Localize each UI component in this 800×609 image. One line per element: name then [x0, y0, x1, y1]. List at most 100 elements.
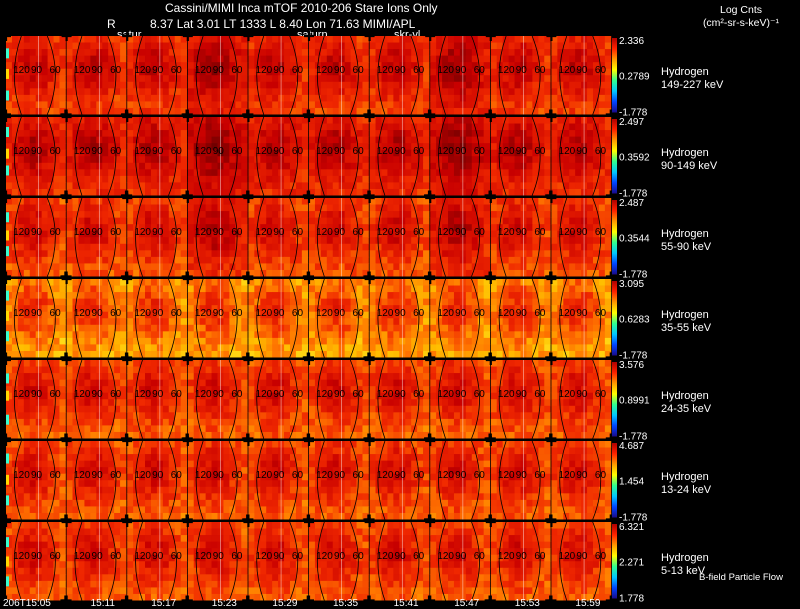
heatmap-cell — [108, 279, 115, 286]
heatmap-cell — [41, 36, 48, 43]
heatmap-cell — [309, 305, 316, 313]
heatmap-cell — [53, 55, 60, 63]
heatmap-cell — [23, 217, 31, 225]
heatmap-cell — [532, 211, 539, 219]
heatmap-cell — [168, 143, 176, 151]
heatmap-cell — [405, 81, 412, 89]
heatmap-cell — [417, 224, 424, 232]
angle-label: 60 — [595, 65, 607, 76]
heatmap-cell — [496, 123, 504, 131]
heatmap-cell — [448, 256, 455, 264]
heatmap-cell — [411, 143, 418, 151]
heatmap-cell — [544, 198, 551, 205]
heatmap-cell — [483, 298, 490, 306]
heatmap-cell — [199, 350, 207, 358]
heatmap-cell — [108, 94, 115, 102]
heatmap-cell — [477, 182, 485, 190]
heatmap-cell — [41, 224, 48, 232]
heatmap-cell — [423, 107, 430, 115]
heatmap-cell — [84, 49, 91, 57]
heatmap-cell — [295, 243, 303, 251]
heatmap-cell — [448, 337, 455, 345]
heatmap-cell — [544, 169, 551, 177]
heatmap-cell — [538, 182, 545, 190]
heatmap-cell — [375, 318, 382, 326]
heatmap-cell — [436, 337, 443, 345]
heatmap-cell — [78, 198, 85, 205]
heatmap-cell — [23, 49, 31, 57]
heatmap-panel: 120 90 60 — [122, 193, 192, 282]
heatmap-cell — [84, 36, 91, 43]
heatmap-cell — [72, 269, 79, 277]
heatmap-cell — [211, 298, 218, 306]
heatmap-cell — [356, 36, 363, 43]
heatmap-cell — [41, 149, 48, 157]
heatmap-cell — [102, 169, 109, 177]
heatmap-cell — [199, 211, 207, 219]
heatmap-cell — [139, 36, 146, 43]
heatmap-cell — [508, 279, 515, 286]
heatmap-cell — [332, 243, 340, 251]
heatmap-cell — [162, 136, 170, 144]
heatmap-cell — [59, 62, 66, 70]
heatmap-cell — [381, 324, 388, 332]
heatmap-cell — [526, 143, 533, 151]
heatmap-cell — [575, 55, 582, 63]
heatmap-cell — [90, 42, 97, 50]
heatmap-cell — [387, 237, 394, 245]
heatmap-cell — [229, 55, 236, 63]
heatmap-cell — [598, 182, 606, 190]
heatmap-cell — [411, 156, 418, 164]
heatmap-cell — [592, 130, 600, 138]
heatmap-cell — [532, 269, 539, 277]
heatmap-cell — [72, 107, 79, 115]
heatmap-cell — [483, 292, 490, 300]
heatmap-cell — [477, 136, 485, 144]
heatmap-cell — [387, 162, 394, 170]
heatmap-cell — [532, 198, 539, 205]
heatmap-cell — [508, 123, 515, 131]
heatmap-cell — [108, 350, 115, 358]
angle-label: 120 — [74, 65, 91, 76]
heatmap-cell — [375, 68, 382, 76]
heatmap-cell — [120, 237, 127, 245]
heatmap-cell — [430, 263, 437, 271]
heatmap-cell — [453, 305, 461, 313]
heatmap-cell — [187, 42, 195, 50]
heatmap-cell — [29, 156, 37, 164]
heatmap-cell — [544, 224, 551, 232]
heatmap-cell — [127, 204, 134, 212]
heatmap-cell — [563, 211, 570, 219]
heatmap-cell — [508, 156, 515, 164]
heatmap-cell — [604, 42, 612, 50]
heatmap-cell — [235, 211, 242, 219]
heatmap-cell — [289, 81, 297, 89]
heatmap-cell — [604, 143, 612, 151]
heatmap-cell — [223, 136, 230, 144]
heatmap-cell — [187, 75, 195, 83]
heatmap-cell — [471, 169, 479, 177]
heatmap-cell — [205, 305, 212, 313]
heatmap-cell — [133, 204, 140, 212]
field-line — [168, 116, 177, 196]
heatmap-cell — [211, 68, 218, 76]
heatmap-cell — [430, 117, 437, 124]
heatmap-cell — [6, 298, 13, 306]
heatmap-cell — [326, 217, 334, 225]
heatmap-cell — [490, 81, 498, 89]
heatmap-cell — [453, 350, 461, 358]
heatmap-cell — [598, 217, 606, 225]
heatmap-cell — [235, 337, 242, 345]
heatmap-cell — [102, 88, 109, 96]
angle-label: 90 — [31, 146, 43, 157]
heatmap-cell — [145, 75, 152, 83]
heatmap-cell — [90, 263, 97, 271]
heatmap-cell — [381, 36, 388, 43]
heatmap-cell — [544, 211, 551, 219]
heatmap-cell — [514, 130, 521, 138]
heatmap-cell — [417, 285, 424, 293]
angle-label: 60 — [534, 146, 546, 157]
heatmap-cell — [477, 143, 485, 151]
heatmap-cell — [320, 88, 328, 96]
heatmap-cell — [162, 285, 170, 293]
